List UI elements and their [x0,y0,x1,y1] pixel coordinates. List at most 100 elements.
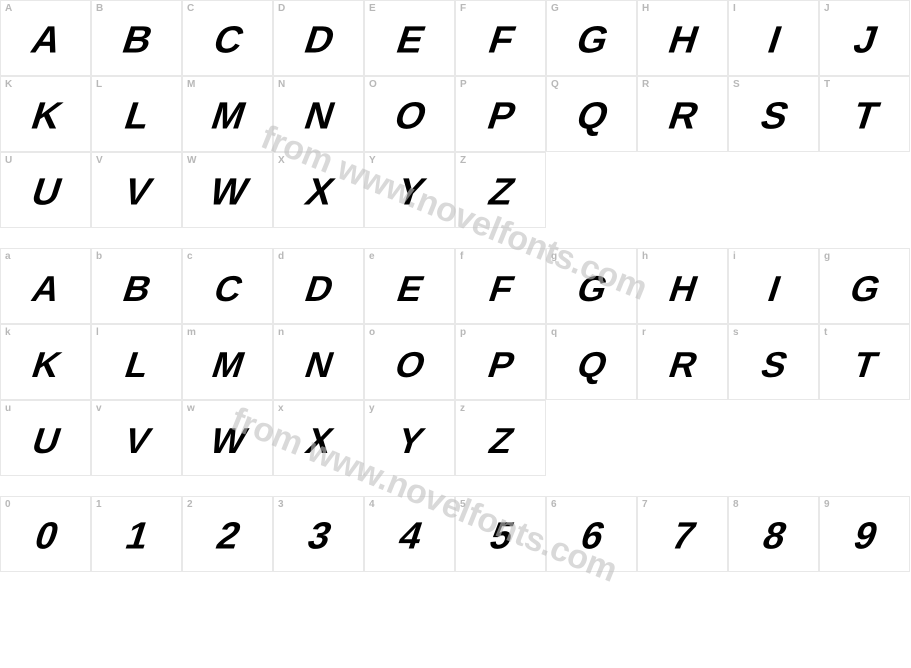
cell-label: e [369,251,375,262]
cell-label: b [96,251,102,262]
glyph-cell: FF [455,0,546,76]
cell-label: 5 [460,499,466,510]
cell-label: U [5,155,12,166]
cell-glyph: P [481,95,519,138]
cell-label: V [96,155,103,166]
glyph-cell: XX [273,152,364,228]
glyph-cell: 11 [91,496,182,572]
cell-label: I [733,3,736,14]
cell-label: f [460,251,463,262]
cell-label: Y [369,155,376,166]
glyph-cell: yY [364,400,455,476]
cell-glyph: U [25,171,65,214]
cell-label: F [460,3,466,14]
cell-glyph: W [203,171,252,214]
cell-glyph: 1 [119,515,153,558]
glyph-cell: gG [546,248,637,324]
glyph-cell: 00 [0,496,91,572]
cell-label: v [96,403,102,414]
cell-glyph: Y [391,420,428,462]
cell-glyph: O [388,95,431,138]
cell-label: 4 [369,499,375,510]
cell-label: Z [460,155,466,166]
cell-label: y [369,403,375,414]
glyph-cell: sS [728,324,819,400]
glyph-cell: qQ [546,324,637,400]
glyph-cell: CC [182,0,273,76]
cell-glyph: 9 [847,515,881,558]
cell-glyph: A [25,19,65,62]
glyph-group-uppercase: AABBCCDDEEFFGGHHIIJJKKLLMMNNOOPPQQRRSSTT… [0,0,910,228]
cell-label: H [642,3,649,14]
cell-label: c [187,251,193,262]
cell-label: K [5,79,12,90]
glyph-cell: NN [273,76,364,152]
glyph-group-digits: 00112233445566778899 [0,496,910,572]
cell-label: C [187,3,194,14]
glyph-cell: 66 [546,496,637,572]
glyph-cell: 44 [364,496,455,572]
cell-label: R [642,79,649,90]
cell-label: 6 [551,499,557,510]
cell-label: E [369,3,376,14]
cell-label: S [733,79,740,90]
cell-label: N [278,79,285,90]
cell-label: 8 [733,499,739,510]
cell-label: w [187,403,195,414]
glyph-cell: OO [364,76,455,152]
glyph-cell: LL [91,76,182,152]
cell-glyph: C [208,268,247,310]
cell-glyph: Q [570,95,613,138]
glyph-cell: cC [182,248,273,324]
cell-label: G [551,3,559,14]
cell-glyph: 2 [210,515,244,558]
cell-label: Q [551,79,559,90]
glyph-group-lowercase: aAbBcCdDeEfFgGhHiIgGkKlLmMnNoOpPqQrRsStT… [0,248,910,476]
cell-label: M [187,79,195,90]
glyph-cell: xX [273,400,364,476]
cell-label: u [5,403,11,414]
cell-label: L [96,79,102,90]
glyph-cell: SS [728,76,819,152]
cell-label: D [278,3,285,14]
cell-label: O [369,79,377,90]
cell-label: g [824,251,830,262]
cell-label: P [460,79,467,90]
cell-glyph: D [298,19,338,62]
glyph-cell: rR [637,324,728,400]
cell-label: d [278,251,284,262]
cell-label: n [278,327,284,338]
glyph-cell: gG [819,248,910,324]
glyph-cell: dD [273,248,364,324]
cell-label: J [824,3,830,14]
glyph-cell: WW [182,152,273,228]
cell-label: 2 [187,499,193,510]
glyph-cell: mM [182,324,273,400]
glyph-cell: QQ [546,76,637,152]
glyph-cell: uU [0,400,91,476]
cell-glyph: C [207,19,247,62]
cell-glyph: K [25,95,65,138]
glyph-cell: aA [0,248,91,324]
glyph-cell: nN [273,324,364,400]
cell-glyph: H [663,268,702,310]
cell-glyph: G [844,268,885,310]
glyph-cell: kK [0,324,91,400]
cell-label: r [642,327,646,338]
glyph-cell: iI [728,248,819,324]
cell-glyph: 0 [28,515,62,558]
cell-label: k [5,327,11,338]
cell-label: 7 [642,499,648,510]
cell-label: 9 [824,499,830,510]
glyph-cell: 99 [819,496,910,572]
cell-label: T [824,79,830,90]
glyph-cell: hH [637,248,728,324]
cell-label: 0 [5,499,11,510]
cell-glyph: V [118,420,155,462]
cell-glyph: 5 [483,515,517,558]
glyph-cell: 22 [182,496,273,572]
glyph-cell: 33 [273,496,364,572]
cell-glyph: L [119,344,154,386]
cell-label: m [187,327,196,338]
cell-glyph: N [299,344,338,386]
